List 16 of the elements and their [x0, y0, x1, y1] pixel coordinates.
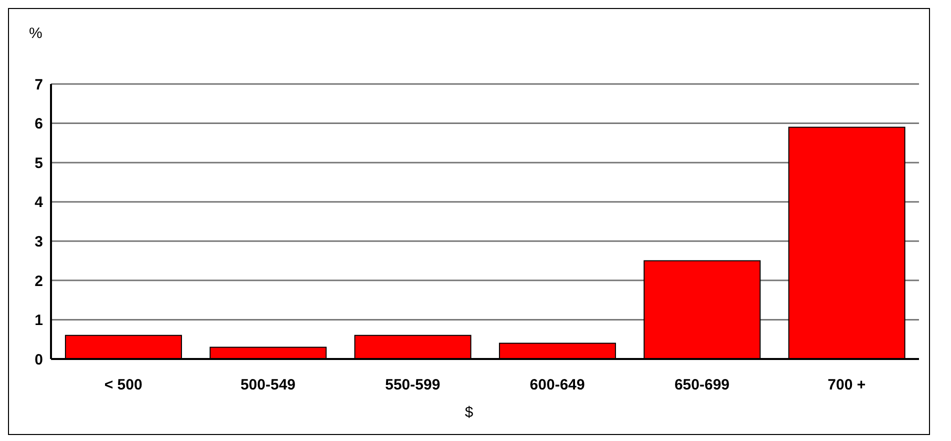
y-tick-label: 5: [34, 154, 43, 172]
y-tick-label: 2: [34, 272, 43, 290]
y-tick-label: 7: [34, 76, 43, 94]
x-tick-label: 650-699: [674, 376, 730, 394]
y-tick-label: 0: [34, 351, 43, 368]
y-tick-label: 4: [34, 194, 44, 212]
y-tick-label: 3: [34, 233, 43, 250]
y-tick-label: 1: [34, 312, 43, 330]
x-axis-title: $: [464, 404, 474, 421]
x-tick-label: < 500: [104, 376, 142, 394]
y-axis-title: %: [29, 25, 42, 42]
x-tick-label: 550-599: [385, 376, 440, 394]
y-tick-label: 6: [34, 116, 43, 133]
x-tick-label: 700 +: [828, 376, 866, 394]
x-tick-label: 600-649: [530, 376, 585, 394]
x-tick-label: 500-549: [240, 376, 296, 394]
